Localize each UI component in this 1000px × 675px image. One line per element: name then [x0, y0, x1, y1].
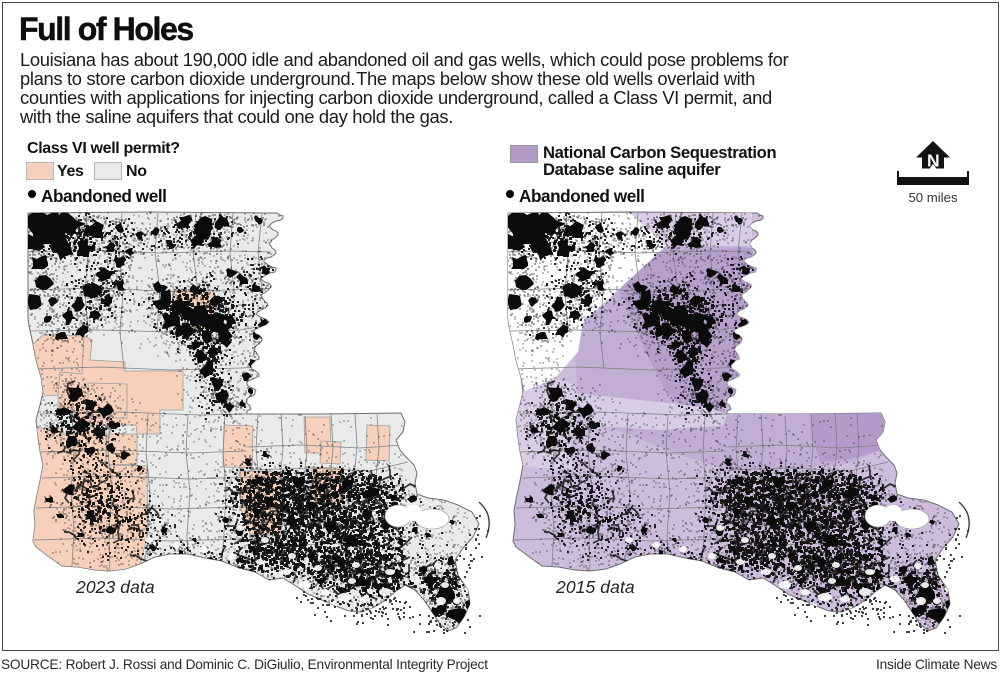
svg-text:N: N — [927, 150, 940, 170]
svg-text:50 miles: 50 miles — [908, 190, 958, 205]
